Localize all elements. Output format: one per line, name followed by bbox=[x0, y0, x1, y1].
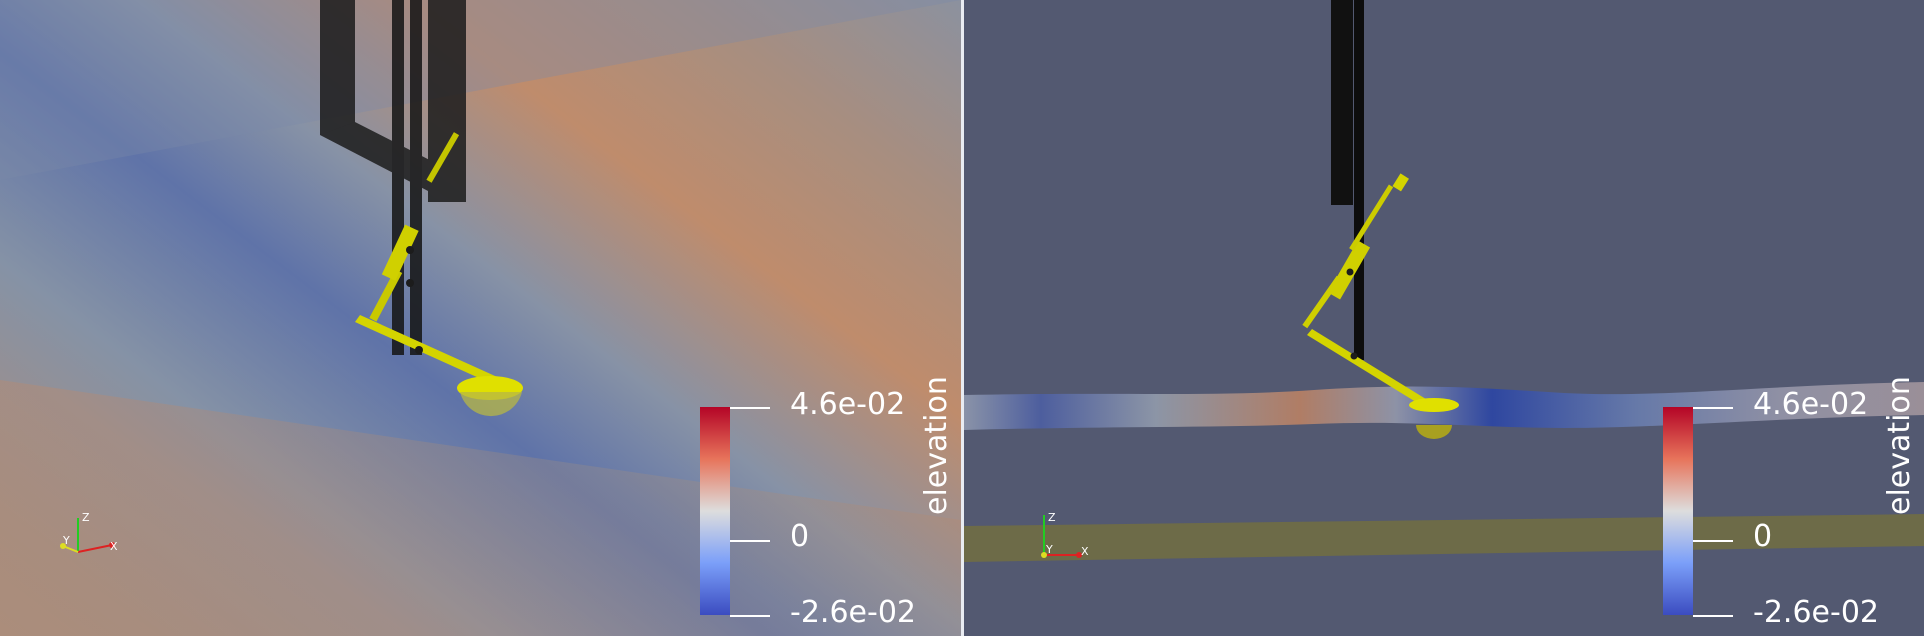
axis-y-label: Y bbox=[62, 534, 70, 547]
support-frame-side bbox=[1331, 0, 1364, 360]
orientation-axes: Z Y X bbox=[60, 511, 118, 553]
perspective-scene: Z Y X bbox=[0, 0, 961, 636]
side-viewport[interactable]: Z Y X 4.6e-02 0 -2.6e-02 elevation bbox=[964, 0, 1924, 636]
viewport-divider[interactable] bbox=[961, 0, 964, 636]
perspective-viewport[interactable]: Z Y X 4.6e-02 0 -2.6e-02 elevation bbox=[0, 0, 961, 636]
orientation-axes-side: Z Y X bbox=[1041, 511, 1089, 558]
axis-z-label-side: Z bbox=[1048, 511, 1056, 524]
axis-x-label: X bbox=[110, 540, 118, 553]
side-scene: Z Y X bbox=[964, 0, 1924, 562]
far-plane bbox=[0, 0, 961, 180]
axis-x-label-side: X bbox=[1081, 545, 1089, 558]
wave-energy-device-side bbox=[1302, 173, 1459, 439]
axis-z-label: Z bbox=[82, 511, 90, 524]
wave-energy-device bbox=[355, 132, 523, 417]
seabed-band bbox=[964, 514, 1924, 562]
axis-y-label-side: Y bbox=[1045, 543, 1053, 556]
